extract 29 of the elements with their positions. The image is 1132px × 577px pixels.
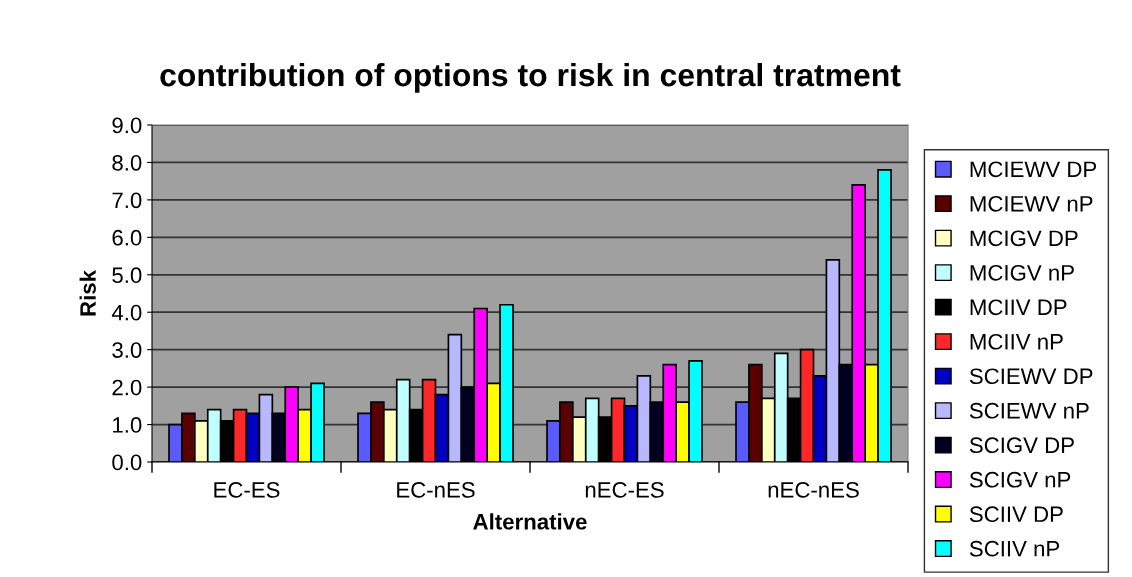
- y-tick-label: 2.0: [112, 379, 142, 396]
- legend-label: MCIGV DP: [970, 230, 1078, 247]
- y-tick-label: 5.0: [112, 267, 142, 284]
- y-tick-label: 0.0: [112, 454, 142, 471]
- legend-label: MCIEWV nP: [970, 195, 1093, 212]
- legend-label: MCIIV nP: [970, 333, 1063, 350]
- legend-label: SCIIV DP: [969, 506, 1063, 523]
- legend-label: SCIEWV nP: [969, 402, 1089, 419]
- legend-label: MCIGV nP: [970, 264, 1074, 281]
- y-tick-label: 4.0: [111, 304, 142, 321]
- x-tick-label: EC-ES: [214, 482, 280, 498]
- y-tick-label: 7.0: [112, 192, 142, 209]
- y-axis-title: Risk: [79, 270, 96, 316]
- x-tick-label: nEC-nES: [768, 482, 859, 498]
- chart-title: contribution of options to risk in central tratment: [160, 62, 901, 93]
- x-tick-label: nEC-ES: [585, 482, 664, 498]
- y-tick-label: 8.0: [112, 154, 142, 171]
- legend-label: SCIGV DP: [969, 437, 1074, 454]
- y-tick-label: 1.0: [113, 417, 142, 433]
- legend-label: SCIIV nP: [969, 540, 1060, 557]
- y-tick-label: 9.0: [112, 117, 142, 134]
- x-axis-title: Alternative: [473, 513, 587, 530]
- y-tick-label: 6.0: [112, 229, 142, 246]
- y-tick-label: 3.0: [112, 342, 142, 358]
- legend-label: MCIIV DP: [970, 299, 1067, 316]
- legend-label: SCIGV nP: [969, 471, 1071, 488]
- legend-label: MCIEWV DP: [970, 161, 1097, 178]
- x-tick-label: EC-nES: [397, 482, 475, 498]
- legend-label: SCIEWV DP: [969, 368, 1093, 385]
